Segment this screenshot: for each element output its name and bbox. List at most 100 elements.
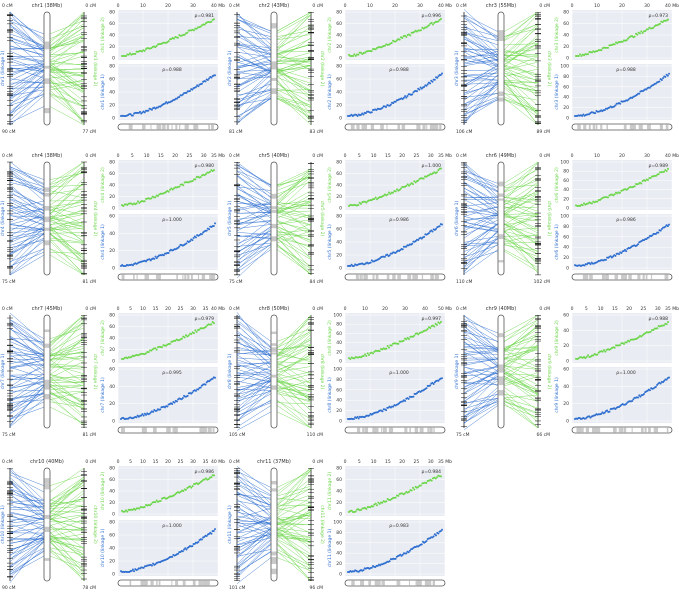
- blue-link-line: [9, 488, 45, 513]
- green-link-line: [503, 349, 539, 359]
- blue-data-point: [385, 105, 388, 108]
- ideogram-band: [595, 427, 599, 433]
- green-link-line: [49, 515, 85, 526]
- blue-link-line: [236, 203, 272, 211]
- blue-link-line: [236, 93, 272, 125]
- blue-link-line: [9, 21, 45, 35]
- ideogram-band: [175, 580, 179, 586]
- x-tick-label: 30: [428, 459, 434, 465]
- blue-link-line: [236, 35, 272, 54]
- green-data-point: [420, 484, 422, 487]
- green-data-point: [205, 325, 207, 328]
- blue-link-line: [9, 40, 45, 51]
- green-data-point: [607, 196, 609, 199]
- green-link-line: [503, 249, 539, 268]
- green-link-line: [276, 469, 312, 506]
- top-y-axis-label: chr7 (linkage 2): [100, 320, 106, 356]
- green-link-line: [276, 522, 312, 551]
- blue-link-line: [9, 366, 45, 382]
- blue-link-line: [9, 106, 45, 123]
- green-link-line: [276, 68, 312, 80]
- green-data-point: [639, 32, 641, 35]
- blue-data-point: [639, 395, 642, 398]
- green-link-line: [49, 321, 85, 343]
- green-data-point: [134, 508, 137, 511]
- bottom-y-tick-label: 40: [563, 245, 569, 251]
- blue-link-line: [463, 171, 499, 184]
- ideogram-band: [356, 427, 361, 433]
- blue-data-point: [437, 379, 440, 382]
- blue-link-line: [9, 376, 45, 402]
- blue-data-point: [425, 84, 428, 87]
- green-data-point: [599, 199, 601, 202]
- green-link-line: [276, 343, 312, 351]
- green-data-point: [134, 52, 137, 55]
- blue-link-line: [463, 249, 499, 275]
- green-data-point: [150, 197, 153, 200]
- blue-link-line: [9, 541, 45, 569]
- green-link-line: [49, 69, 85, 90]
- ideogram-band: [381, 580, 385, 586]
- blue-data-point: [214, 74, 216, 77]
- blue-link-line: [9, 480, 45, 518]
- bottom-y-tick-label: 40: [563, 95, 569, 101]
- bottom-y-tick-label: 60: [563, 84, 569, 90]
- ideogram-band: [427, 427, 430, 433]
- blue-link-line: [236, 243, 272, 270]
- blue-link-line: [236, 170, 272, 186]
- right-top-cm: 0 cM: [312, 3, 323, 9]
- blue-data-point: [154, 255, 157, 258]
- green-data-point: [628, 340, 631, 343]
- green-link-line: [503, 223, 539, 242]
- blue-link-line: [463, 27, 499, 37]
- chromosome-band: [44, 526, 50, 533]
- blue-link-line: [236, 519, 272, 528]
- chromosome-band: [271, 63, 277, 70]
- green-data-point: [154, 46, 157, 49]
- green-data-point: [195, 27, 198, 30]
- blue-link-line: [463, 32, 499, 41]
- blue-data-point: [603, 411, 606, 414]
- blue-data-point: [437, 532, 440, 535]
- top-y-tick-label: 0: [112, 359, 115, 365]
- blue-data-point: [420, 543, 423, 546]
- x-tick-label: 20: [165, 3, 171, 9]
- green-link-line: [276, 356, 312, 371]
- green-data-point: [143, 506, 146, 509]
- blue-link-line: [463, 212, 499, 229]
- green-data-point: [577, 55, 580, 57]
- bottom-y-tick-label: 40: [336, 398, 342, 404]
- x-tick-label: 10: [371, 459, 377, 465]
- green-data-point: [405, 338, 408, 341]
- blue-link-line: [236, 221, 272, 223]
- green-data-point: [205, 477, 207, 480]
- blue-link-line: [9, 337, 45, 356]
- left-map-label: chr8 (linkage 1): [227, 353, 233, 389]
- x-tick-label: 5: [129, 459, 132, 465]
- green-data-point: [373, 198, 376, 201]
- green-link-line: [276, 170, 312, 188]
- green-link-line: [49, 201, 85, 207]
- green-data-point: [413, 30, 416, 33]
- green-data-point: [187, 334, 190, 337]
- ideogram-band: [589, 274, 593, 280]
- top-y-axis-label: chr3 (linkage 2): [554, 17, 560, 53]
- green-data-point: [408, 184, 410, 187]
- x-tick-label: 20: [172, 153, 178, 159]
- green-link-line: [503, 64, 539, 75]
- left-length-cm: 101 cM: [229, 585, 245, 591]
- top-y-tick-label: 80: [336, 466, 342, 472]
- blue-link-line: [236, 68, 272, 80]
- blue-link-line: [236, 90, 272, 96]
- blue-link-line: [236, 55, 272, 68]
- blue-link-line: [463, 59, 499, 67]
- ideogram-band: [375, 274, 379, 280]
- blue-link-line: [236, 28, 272, 37]
- ideogram-band: [415, 427, 418, 433]
- green-data-point: [137, 200, 139, 203]
- top-y-axis-label: chr10 (linkage 2): [100, 472, 106, 511]
- blue-link-line: [463, 55, 499, 64]
- blue-link-line: [463, 28, 499, 62]
- green-data-point: [374, 196, 377, 199]
- green-link-line: [49, 27, 85, 50]
